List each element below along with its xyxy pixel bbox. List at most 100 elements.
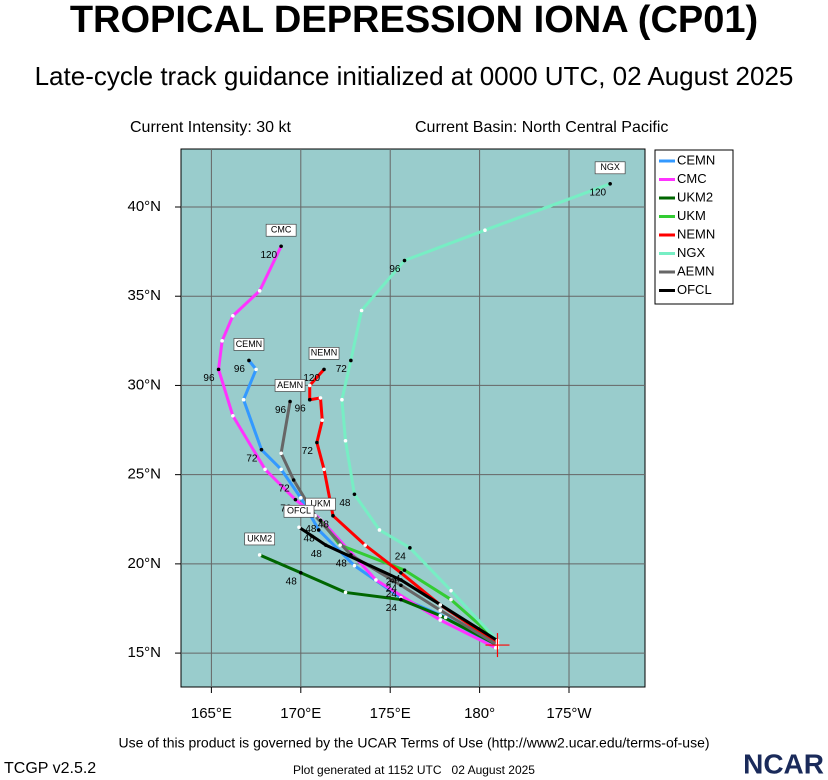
track-point [322, 367, 326, 372]
track-point [493, 645, 498, 650]
legend-label: CMC [677, 171, 707, 186]
logo: NCAR [743, 748, 824, 779]
track-point [449, 597, 453, 602]
hour-label: 120 [303, 373, 320, 384]
track-point [297, 525, 301, 530]
model-tag-box [308, 347, 340, 360]
legend-label: OFCL [677, 282, 712, 297]
track-point [352, 492, 357, 497]
track-point [608, 181, 612, 186]
legend-label: UKM [677, 208, 706, 223]
model-tag: NGX [600, 162, 620, 172]
hour-label: 96 [275, 405, 287, 416]
model-tag-box [594, 161, 626, 175]
y-tick-label: 35°N [127, 287, 161, 304]
track-point [399, 583, 403, 588]
hour-label: 24 [386, 576, 398, 587]
hour-label: 24 [386, 584, 398, 595]
track-point [216, 367, 221, 372]
hour-label: 96 [234, 364, 246, 375]
track-point [293, 497, 298, 502]
track-point [279, 244, 283, 249]
terms: Use of this product is governed by the U… [118, 735, 709, 751]
legend-box [654, 149, 734, 305]
track-point [399, 578, 403, 582]
track-point [438, 603, 443, 607]
version: TCGP v2.5.2 [4, 760, 96, 777]
track-point [291, 478, 296, 482]
track-point [402, 568, 407, 572]
hour-label: 48 [305, 524, 317, 535]
hour-label: 48 [304, 534, 316, 545]
y-tick-label: 15°N [127, 644, 161, 661]
track-point [352, 563, 357, 568]
track-point [307, 383, 312, 388]
track-point [438, 613, 443, 618]
model-tag-box [265, 223, 297, 237]
track-point [399, 597, 403, 602]
hour-label: 48 [336, 559, 348, 570]
model-tag-box [244, 532, 276, 546]
hour-label: 48 [311, 549, 323, 560]
hour-label: 120 [260, 250, 277, 261]
track-point [438, 618, 443, 622]
hour-label: 24 [389, 574, 401, 585]
track-point [220, 339, 224, 343]
legend-label: NGX [677, 245, 706, 260]
hour-label: 48 [339, 498, 351, 509]
y-tick-label: 25°N [127, 466, 161, 483]
model-tag-box [274, 379, 306, 392]
track-point [340, 397, 344, 402]
track-point [318, 518, 323, 522]
map-area [180, 148, 646, 688]
intensity: Current Intensity: 30 kt [130, 119, 292, 136]
track-point [298, 570, 303, 575]
x-tick-label: 175°E [370, 705, 411, 722]
track-point [331, 513, 335, 518]
x-tick-label: 165°E [191, 705, 232, 722]
hour-label: 24 [395, 551, 407, 562]
track-point [257, 553, 262, 557]
track [340, 182, 611, 642]
track-point [399, 570, 403, 575]
title: TROPICAL DEPRESSION IONA (CP01) [70, 0, 758, 41]
track-point [259, 447, 264, 452]
model-tag: UKM2 [247, 533, 272, 543]
track-point [318, 396, 323, 400]
generated: Plot generated at 1152 UTC 02 August 202… [293, 763, 535, 777]
track-point [231, 413, 235, 418]
hour-label: 72 [336, 364, 348, 375]
legend-label: NEMN [677, 226, 715, 241]
track-point [349, 358, 353, 363]
track-point [320, 418, 325, 423]
track-point [316, 528, 321, 532]
track-point [438, 608, 443, 613]
model-tag-box [283, 504, 315, 518]
track-point [483, 228, 487, 232]
track-point [343, 590, 348, 595]
track-point [257, 289, 262, 293]
x-tick-label: 170°E [280, 705, 321, 722]
track-point [359, 308, 364, 313]
hour-label: 72 [246, 453, 258, 464]
legend-label: CEMN [677, 152, 715, 167]
track [217, 245, 497, 650]
track-point [402, 258, 407, 263]
track-point [247, 358, 251, 363]
hour-label: 120 [589, 187, 606, 198]
basin: Current Basin: North Central Pacific [415, 119, 668, 136]
track-point [343, 438, 348, 443]
track-point [298, 496, 303, 500]
track-point [443, 615, 448, 620]
hour-label: 48 [318, 519, 330, 530]
track-point [338, 543, 342, 547]
model-tag: CMC [271, 225, 292, 235]
track-point [324, 543, 328, 547]
legend-label: AEMN [677, 263, 715, 278]
model-tag: CEMN [236, 339, 263, 349]
track-point [315, 440, 319, 445]
track-point [241, 397, 246, 402]
model-tag: AEMN [277, 380, 303, 390]
track-point [288, 399, 292, 404]
